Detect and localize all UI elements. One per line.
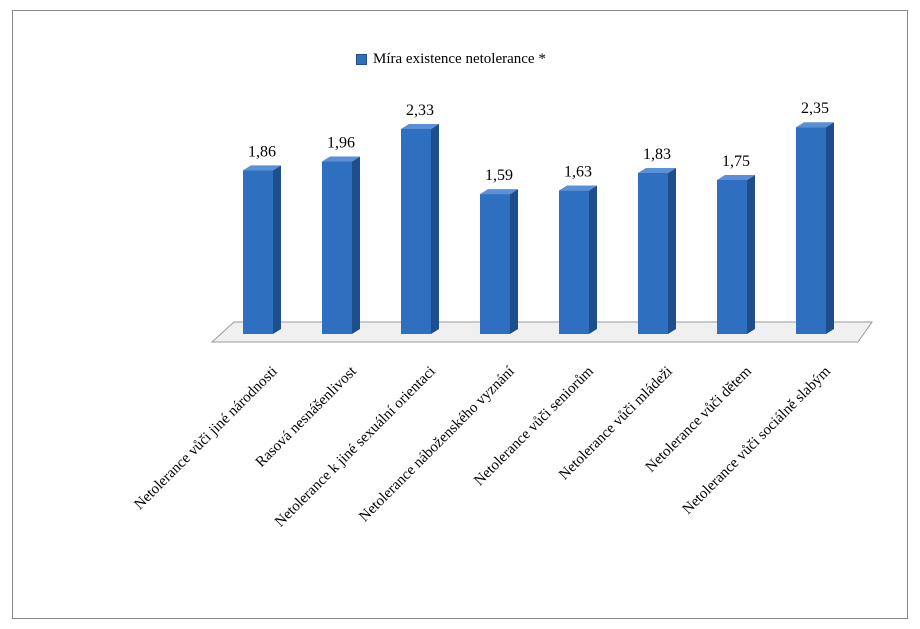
bar-top [717, 175, 755, 180]
category-label: Netolerance vůči jiné národnosti [131, 364, 280, 513]
bar [717, 180, 747, 334]
legend-swatch [356, 54, 367, 65]
bar-top [322, 156, 360, 162]
chart-floor [210, 321, 873, 343]
bar-top [401, 123, 439, 129]
category-label: Netolerance náboženského vyznání [356, 364, 518, 526]
bar-side [747, 175, 755, 334]
bar-side [668, 167, 676, 334]
data-label: 1,59 [485, 167, 513, 184]
bar-top [638, 167, 676, 173]
bar [243, 170, 273, 334]
bar [638, 172, 668, 334]
data-label: 1,96 [327, 135, 355, 152]
bar-top [559, 185, 597, 191]
bar [559, 190, 589, 334]
legend: Míra existence netolerance * [356, 51, 546, 68]
bar-top [796, 122, 834, 128]
bar-side [273, 165, 281, 334]
bar [322, 161, 352, 334]
bar-side [352, 156, 360, 334]
data-label: 1,75 [722, 153, 750, 170]
bar [796, 127, 826, 334]
legend-label: Míra existence netolerance * [373, 51, 546, 67]
bar-side [510, 189, 518, 334]
category-label: Netolerance vůči sociálně slabým [680, 363, 834, 517]
bar [401, 128, 431, 334]
bar-top [480, 189, 518, 195]
bar [480, 194, 510, 334]
data-label: 2,33 [406, 102, 434, 119]
data-label: 1,86 [248, 143, 276, 160]
bar-side [431, 123, 439, 335]
data-label: 1,63 [564, 164, 592, 181]
data-label: 1,83 [643, 146, 671, 163]
chart-frame: Míra existence netolerance * [12, 10, 908, 619]
bar-top [243, 165, 281, 171]
category-label: Netolerance k jiné sexuální orientaci [272, 364, 439, 531]
bar-side [589, 185, 597, 334]
bar-side [826, 122, 834, 334]
data-label: 2,35 [801, 100, 829, 117]
